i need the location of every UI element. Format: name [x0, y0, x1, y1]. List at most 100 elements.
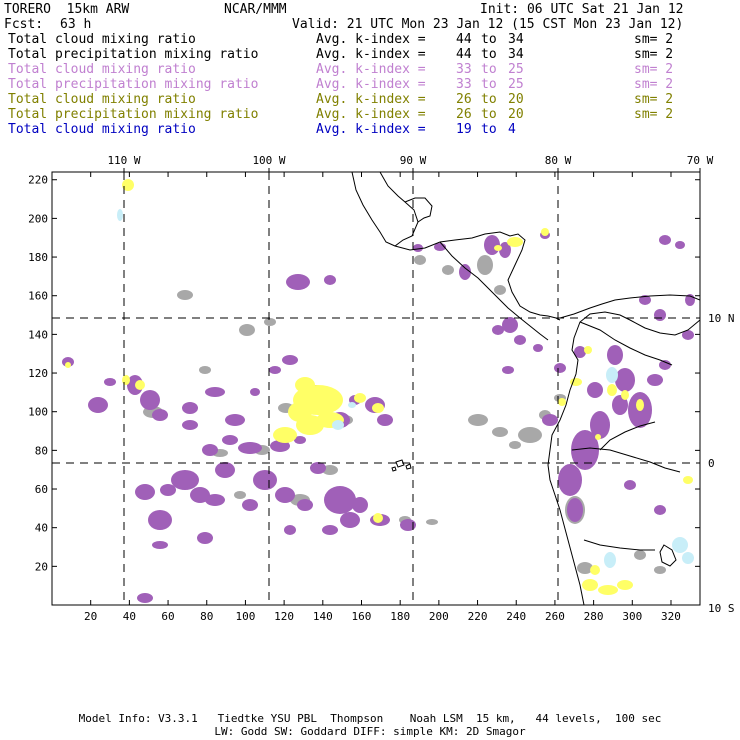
purple-cloud-blob: [675, 241, 685, 249]
coastline-caribbean-coast: [439, 241, 549, 341]
gray-cloud-blob: [442, 265, 454, 275]
purple-cloud-blob: [499, 242, 511, 258]
legend-index-to: 20: [508, 107, 524, 122]
yellow-cloud-blob: [373, 513, 383, 523]
init-time: Init: 06 UTC Sat 21 Jan 12: [480, 2, 684, 17]
x-tick-label: 40: [123, 610, 136, 623]
x-tick-label: 20: [84, 610, 97, 623]
gray-cloud-blob: [264, 318, 276, 326]
y-tick-label: 180: [28, 251, 48, 264]
yellow-cloud-blob: [541, 228, 549, 236]
y-tick-label: 200: [28, 212, 48, 225]
legend-index-from: 33: [456, 77, 472, 92]
legend-index-label: Avg. k-index =: [316, 92, 426, 107]
y-tick-label: 140: [28, 328, 48, 341]
purple-cloud-blob: [253, 470, 277, 490]
x-tick-label: 100: [235, 610, 255, 623]
coastline-central-america: [394, 231, 561, 321]
legend-index-from: 26: [456, 92, 472, 107]
forecast-hour: 63 h: [60, 17, 92, 32]
legend-smoothing: sm= 2: [634, 77, 674, 92]
purple-cloud-blob: [140, 390, 160, 410]
purple-cloud-blob: [587, 382, 603, 398]
purple-cloud-blob: [269, 366, 281, 374]
axis-ticks: [52, 168, 701, 605]
legend-smoothing: sm= 2: [634, 107, 674, 122]
purple-cloud-blob: [654, 505, 666, 515]
purple-cloud-blob: [607, 345, 623, 365]
gray-cloud-blob: [239, 324, 255, 336]
purple-cloud-blob: [171, 470, 199, 490]
legend-index-label: Avg. k-index =: [316, 32, 426, 47]
cloud-fields: [62, 179, 695, 603]
purple-cloud-blob: [612, 395, 628, 415]
legend-index-to-word: to: [481, 77, 497, 92]
purple-cloud-blob: [567, 498, 583, 522]
border-south-america-2: [571, 447, 681, 473]
purple-cloud-blob: [659, 360, 671, 370]
gray-cloud-blob: [509, 441, 521, 449]
gray-cloud-blob: [177, 290, 193, 300]
weather-map: 20 40 60 80 100 120 140 160 180 200 220 240 260 280 30…: [28, 154, 734, 623]
galapagos-island-2: [405, 463, 412, 470]
forecast-label: Fcst:: [4, 17, 44, 32]
y-tick-label: 160: [28, 290, 48, 303]
purple-cloud-blob: [297, 499, 313, 511]
purple-cloud-blob: [352, 497, 368, 513]
yellow-cloud-blob: [122, 375, 130, 385]
yellow-cloud-blob: [636, 399, 644, 411]
purple-cloud-blob: [459, 264, 471, 280]
purple-cloud-blob: [205, 387, 225, 397]
lightblue-cloud-blob: [604, 552, 616, 568]
x-tick-label: 200: [429, 610, 449, 623]
x-tick-label: 220: [468, 610, 488, 623]
axis-tick-labels: 20 40 60 80 100 120 140 160 180 200 220 240 260 280 30…: [28, 154, 734, 623]
legend-index-label: Avg. k-index =: [316, 107, 426, 122]
gray-cloud-blob: [654, 566, 666, 574]
yellow-cloud-blob: [598, 585, 618, 595]
lat-label: 10 N: [708, 312, 735, 325]
purple-cloud-blob: [152, 541, 168, 549]
lightblue-cloud-blob: [682, 552, 694, 564]
coastline-lake-titicaca: [659, 544, 677, 567]
coastline: [351, 172, 700, 605]
purple-cloud-blob: [104, 378, 116, 386]
coastline-caribbean-east: [559, 294, 700, 319]
legend-index-to: 20: [508, 92, 524, 107]
yellow-cloud-blob: [621, 390, 629, 400]
x-tick-label: 240: [506, 610, 526, 623]
lightblue-cloud-blob: [606, 367, 618, 383]
border-south-america-1: [579, 321, 673, 366]
purple-cloud-blob: [400, 519, 416, 531]
legend-index-to-word: to: [481, 47, 497, 62]
coastline-mexico: [351, 172, 419, 247]
purple-cloud-blob: [250, 388, 260, 396]
legend-field-name: Total precipitation mixing ratio: [8, 107, 259, 122]
purple-cloud-blob: [558, 464, 582, 496]
yellow-cloud-blob: [354, 393, 366, 403]
gray-cloud-blob: [199, 366, 211, 374]
yellow-cloud-blob: [617, 580, 633, 590]
purple-cloud-blob: [590, 411, 610, 439]
gray-cloud-blob: [634, 550, 646, 560]
lightblue-cloud-blob: [348, 402, 356, 408]
purple-cloud-blob: [202, 444, 218, 456]
yellow-cloud-blob: [65, 362, 71, 368]
x-tick-label: 60: [161, 610, 174, 623]
purple-cloud-blob: [242, 499, 258, 511]
legend-index-label: Avg. k-index =: [316, 47, 426, 62]
x-tick-label: 120: [274, 610, 294, 623]
map-frame: [51, 171, 701, 606]
purple-cloud-blob: [225, 414, 245, 426]
purple-cloud-blob: [502, 366, 514, 374]
gray-cloud-blob: [477, 255, 493, 275]
yellow-cloud-blob: [595, 434, 601, 440]
purple-cloud-blob: [659, 235, 671, 245]
purple-cloud-blob: [152, 409, 168, 421]
yellow-cloud-blob: [584, 346, 592, 354]
y-tick-label: 60: [35, 483, 48, 496]
legend-index-from: 33: [456, 62, 472, 77]
legend-index-from: 26: [456, 107, 472, 122]
yellow-cloud-blob: [122, 179, 134, 191]
yellow-cloud-blob: [590, 565, 600, 575]
